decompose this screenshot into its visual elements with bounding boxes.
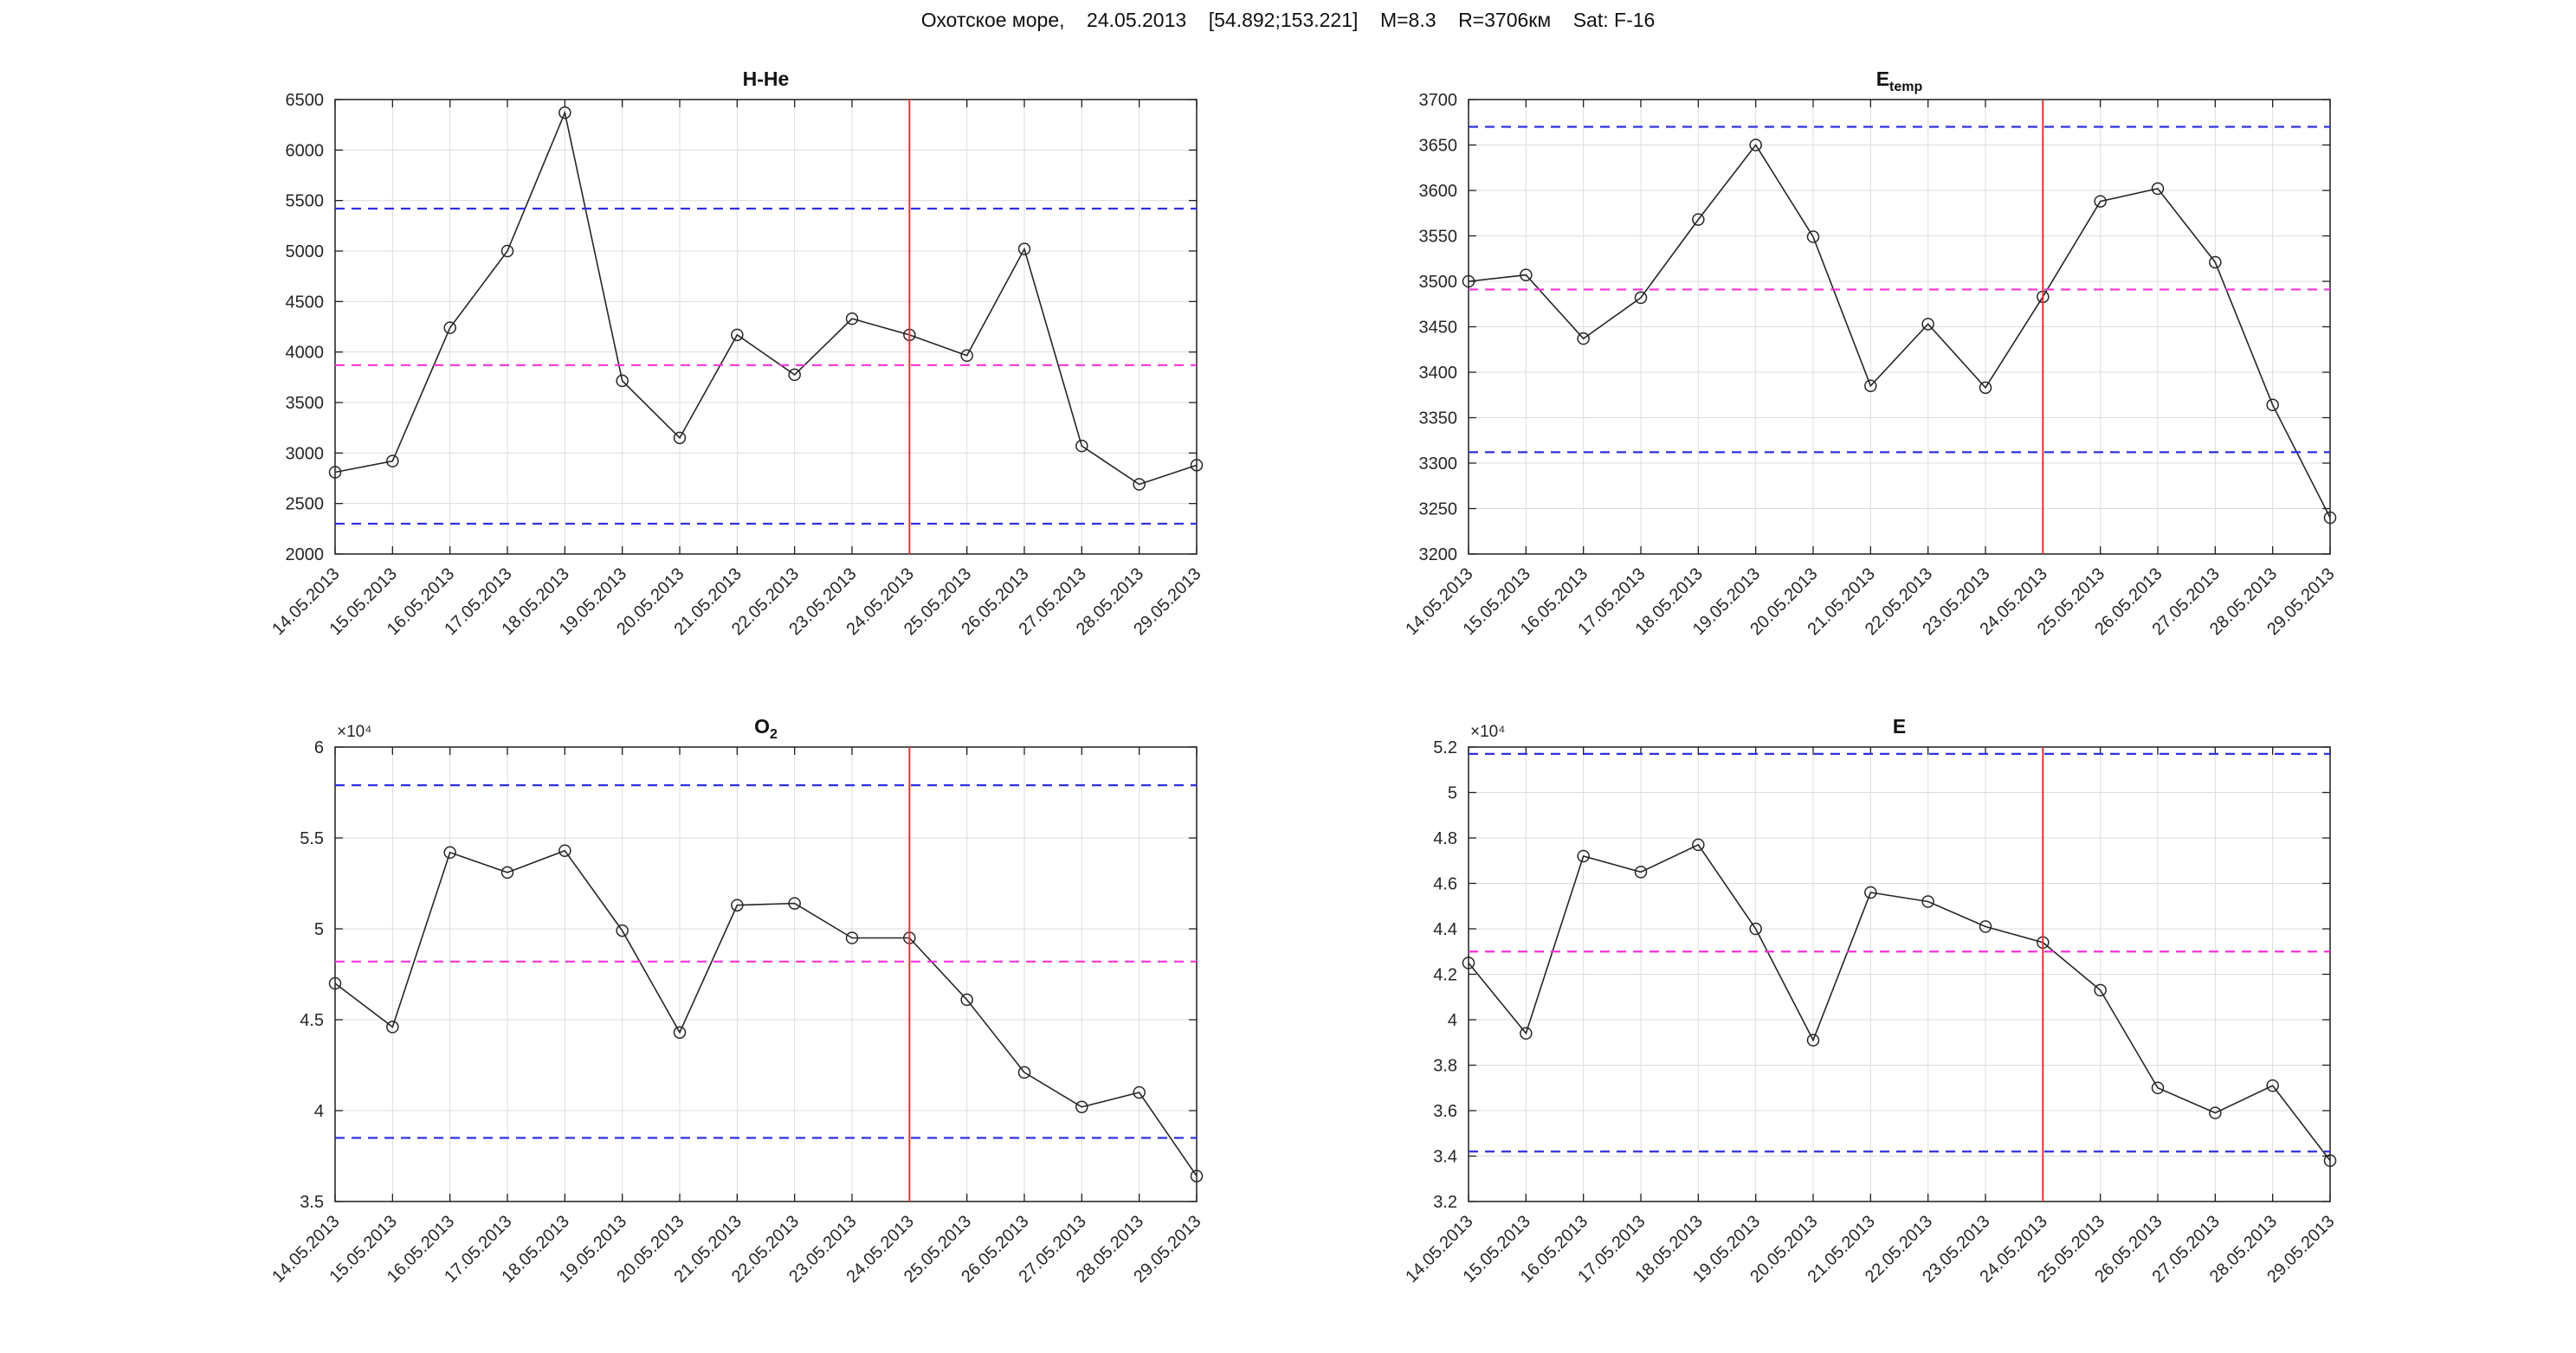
- o2-x-axis-labels: 14.05.201315.05.201316.05.201317.05.2013…: [268, 1212, 1204, 1286]
- e-series-line: [1468, 843, 2331, 1162]
- svg-text:3.6: 3.6: [1433, 1102, 1457, 1121]
- svg-text:3700: 3700: [1419, 91, 1458, 110]
- svg-text:3.2: 3.2: [1433, 1193, 1457, 1212]
- svg-text:4: 4: [314, 1102, 324, 1121]
- h-he-grid: [335, 100, 1197, 554]
- svg-text:3250: 3250: [1419, 500, 1458, 519]
- chart-o2-svg: 3.5 4 4.5 5 5.5 6 ×10⁴ 14.05.201315.05.201316.0…: [268, 715, 1204, 1286]
- svg-text:3.4: 3.4: [1433, 1148, 1457, 1167]
- h-he-chart-title: H-He: [743, 68, 790, 90]
- svg-text:5: 5: [1448, 784, 1457, 803]
- o2-series-markers: [328, 844, 1204, 1182]
- chart-o2: 3.5 4 4.5 5 5.5 6 ×10⁴ 14.05.2013 15.05.2013 16.0…: [249, 704, 1236, 1349]
- h-he-y-axis-labels: 2000 2500 3000 3500 4000 4500 5000 5500 6000 6500: [286, 91, 325, 564]
- chart-e: 3.2 3.4 3.6 3.8 4 4.2 4.4 4.6 4.8 5 5.2 ×10⁴ 14.05.2…: [1382, 704, 2369, 1349]
- svg-text:3650: 3650: [1419, 137, 1458, 156]
- svg-text:3300: 3300: [1419, 454, 1458, 474]
- svg-text:6000: 6000: [286, 141, 325, 160]
- h-he-series-markers: [328, 106, 1204, 491]
- figure-title: Охотское море, 24.05.2013 [54.892;153.22…: [920, 9, 1656, 31]
- svg-text:4.2: 4.2: [1433, 966, 1457, 985]
- svg-text:4.8: 4.8: [1433, 829, 1457, 848]
- chart-e-temp: 3200 3250 3300 3350 3400 3450 3500 3550 3600 3650…: [1382, 56, 2369, 701]
- svg-text:3400: 3400: [1419, 364, 1458, 383]
- e-grid: [1469, 747, 2330, 1202]
- svg-text:2000: 2000: [286, 545, 325, 564]
- svg-text:5.5: 5.5: [300, 829, 324, 848]
- svg-text:4500: 4500: [286, 293, 325, 312]
- svg-text:3600: 3600: [1419, 182, 1458, 201]
- e-temp-axis-box: [1468, 99, 2331, 555]
- chart-h-he-svg: 2000 2500 3000 3500 4000 4500 5000 5500 6000 6500…: [268, 68, 1204, 639]
- svg-text:6: 6: [314, 738, 324, 757]
- o2-series-line: [334, 849, 1198, 1177]
- h-he-series-line: [334, 110, 1198, 486]
- o2-axis-box: [334, 746, 1198, 1202]
- svg-text:4.6: 4.6: [1433, 875, 1457, 894]
- svg-text:3500: 3500: [286, 394, 325, 413]
- o2-y-axis-labels: 3.5 4 4.5 5 5.5 6: [300, 738, 324, 1212]
- e-temp-chart-title: Etemp: [1876, 68, 1923, 94]
- svg-text:4.4: 4.4: [1433, 920, 1457, 939]
- e-temp-series-line: [1468, 144, 2331, 519]
- svg-text:4000: 4000: [286, 344, 325, 363]
- e-temp-grid: [1469, 100, 2330, 554]
- chart-e-temp-svg: 3200 3250 3300 3350 3400 3450 3500 3550 3600 3650…: [1402, 68, 2338, 639]
- e-chart-title: E: [1893, 715, 1906, 738]
- e-axis-box: [1468, 746, 2331, 1202]
- e-temp-series-markers: [1462, 139, 2337, 525]
- svg-text:3200: 3200: [1419, 545, 1458, 564]
- h-he-axis-box: [334, 99, 1198, 555]
- svg-text:3450: 3450: [1419, 319, 1458, 338]
- svg-text:2500: 2500: [286, 495, 325, 514]
- chart-h-he: 2000 2500 3000 3500 4000 4500 5000 5500 6000 6500…: [249, 56, 1236, 701]
- o2-chart-title: O2: [754, 715, 778, 742]
- svg-text:3550: 3550: [1419, 228, 1458, 247]
- svg-text:3500: 3500: [1419, 273, 1458, 292]
- svg-text:4.5: 4.5: [300, 1011, 324, 1030]
- e-x-axis-labels: 14.05.201315.05.201316.05.201317.05.2013…: [1402, 1212, 2338, 1286]
- svg-text:5: 5: [314, 920, 324, 939]
- svg-text:3350: 3350: [1419, 409, 1458, 428]
- svg-text:4: 4: [1448, 1011, 1457, 1030]
- o2-grid: [335, 747, 1197, 1202]
- svg-text:3.8: 3.8: [1433, 1057, 1457, 1076]
- svg-text:5.2: 5.2: [1433, 738, 1457, 757]
- e-temp-y-axis-labels: 3200 3250 3300 3350 3400 3450 3500 3550 3600 3650…: [1419, 91, 1458, 564]
- e-temp-x-axis-labels: 14.05.201315.05.201316.05.201317.05.2013…: [1402, 564, 2338, 639]
- o2-y-exponent-label: ×10⁴: [337, 723, 371, 741]
- svg-text:3000: 3000: [286, 444, 325, 463]
- h-he-x-axis-labels: 14.05.201315.05.201316.05.201317.05.2013…: [268, 564, 1204, 639]
- svg-text:5000: 5000: [286, 242, 325, 261]
- svg-text:5500: 5500: [286, 192, 325, 211]
- e-y-exponent-label: ×10⁴: [1470, 723, 1505, 741]
- e-series-markers: [1462, 838, 2337, 1167]
- svg-text:3.5: 3.5: [300, 1193, 324, 1212]
- svg-text:6500: 6500: [286, 91, 325, 110]
- e-y-axis-labels: 3.2 3.4 3.6 3.8 4 4.2 4.4 4.6 4.8 5 5.2: [1433, 738, 1457, 1212]
- chart-e-svg: 3.2 3.4 3.6 3.8 4 4.2 4.4 4.6 4.8 5 5.2 ×10⁴ 14.05.2…: [1402, 715, 2338, 1286]
